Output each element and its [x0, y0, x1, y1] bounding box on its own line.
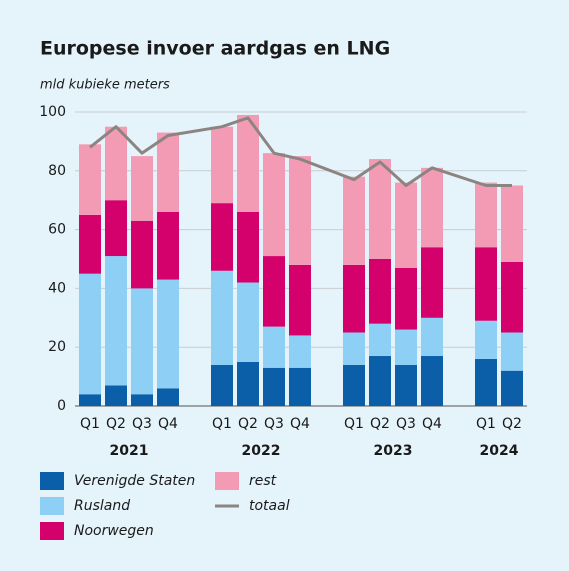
- bar-segment: [79, 394, 101, 406]
- bar-segment: [475, 247, 497, 321]
- legend-label: totaal: [249, 498, 290, 514]
- bar-segment: [421, 247, 443, 318]
- bar-segment: [289, 156, 311, 265]
- x-tick-label: Q2: [106, 416, 126, 432]
- total-line: [89, 116, 512, 187]
- group-label: 2023: [374, 443, 413, 459]
- legend-swatch: [40, 497, 64, 515]
- group-label: 2022: [242, 443, 281, 459]
- bar-segment: [421, 356, 443, 406]
- y-tick-label: 0: [57, 398, 66, 414]
- bar-segment: [343, 364, 365, 406]
- bar-segment: [157, 211, 179, 280]
- group-label: 2021: [110, 443, 149, 459]
- bar-segment: [263, 256, 285, 327]
- bar-segment: [263, 153, 285, 257]
- bar-segment: [343, 332, 365, 365]
- bar-segment: [501, 185, 523, 262]
- bar-segment: [395, 182, 417, 268]
- bar-segment: [263, 367, 285, 406]
- bar-segment: [501, 332, 523, 371]
- bar-segment: [369, 159, 391, 259]
- bar-segment: [395, 364, 417, 406]
- bar-segment: [395, 267, 417, 330]
- bar-segment: [343, 176, 365, 265]
- bar-segment: [211, 270, 233, 365]
- x-tick-label: Q4: [290, 416, 310, 432]
- bar-segment: [79, 144, 101, 215]
- bar-segment: [475, 320, 497, 359]
- y-tick-label: 100: [39, 104, 66, 120]
- x-tick-label: Q2: [370, 416, 390, 432]
- bar-segment: [369, 259, 391, 324]
- bar-segment: [211, 364, 233, 406]
- x-tick-label: Q2: [238, 416, 258, 432]
- bar-segment: [157, 388, 179, 406]
- bar-segment: [237, 114, 259, 212]
- bar-segment: [131, 288, 153, 395]
- x-tick-label: Q1: [212, 416, 232, 432]
- legend-label: Verenigde Staten: [74, 473, 195, 489]
- bar-segment: [237, 361, 259, 406]
- legend-label: Noorwegen: [74, 523, 154, 539]
- legend-label: Rusland: [74, 498, 130, 514]
- bar-segment: [105, 126, 127, 201]
- bar-segment: [79, 214, 101, 274]
- bar-segment: [475, 358, 497, 406]
- y-tick-label: 80: [48, 163, 66, 179]
- x-tick-label: Q4: [158, 416, 178, 432]
- bar-segment: [289, 264, 311, 336]
- chart-title: Europese invoer aardgas en LNG: [40, 38, 390, 60]
- bar-segment: [105, 256, 127, 386]
- bar-segment: [475, 182, 497, 248]
- bar-segment: [211, 203, 233, 271]
- bar-segment: [369, 323, 391, 357]
- bar-segment: [369, 356, 391, 406]
- bar-segment: [263, 326, 285, 368]
- bar-segment: [421, 317, 443, 357]
- legend-swatch: [40, 472, 64, 490]
- x-tick-label: Q3: [132, 416, 152, 432]
- bar-segment: [395, 329, 417, 365]
- bar-segment: [237, 211, 259, 283]
- bar-segment: [79, 273, 101, 395]
- bar-segment: [105, 200, 127, 257]
- x-tick-label: Q3: [264, 416, 284, 432]
- x-tick-label: Q4: [422, 416, 442, 432]
- bar-segment: [289, 335, 311, 368]
- bar-segment: [105, 385, 127, 406]
- bar-segment: [157, 279, 179, 389]
- bar-segment: [131, 394, 153, 406]
- bar-segment: [501, 261, 523, 333]
- x-tick-label: Q1: [344, 416, 364, 432]
- bar-segment: [289, 367, 311, 406]
- bar-segment: [501, 370, 523, 406]
- bar-segment: [237, 282, 259, 362]
- legend-swatch: [215, 472, 239, 490]
- group-label: 2024: [480, 443, 519, 459]
- legend-label: rest: [249, 473, 277, 489]
- bar-segment: [421, 167, 443, 248]
- bar-segment: [131, 220, 153, 289]
- chart-subtitle: mld kubieke meters: [40, 78, 170, 93]
- y-tick-label: 60: [48, 222, 66, 238]
- bar-segment: [157, 132, 179, 212]
- x-tick-label: Q1: [80, 416, 100, 432]
- y-tick-label: 40: [48, 280, 66, 296]
- legend-swatch: [40, 522, 64, 540]
- y-tick-label: 20: [48, 339, 66, 355]
- x-tick-label: Q3: [396, 416, 416, 432]
- bar-segment: [131, 156, 153, 221]
- bar-segment: [343, 264, 365, 333]
- bar-segment: [211, 126, 233, 204]
- x-tick-label: Q1: [476, 416, 496, 432]
- x-tick-label: Q2: [502, 416, 522, 432]
